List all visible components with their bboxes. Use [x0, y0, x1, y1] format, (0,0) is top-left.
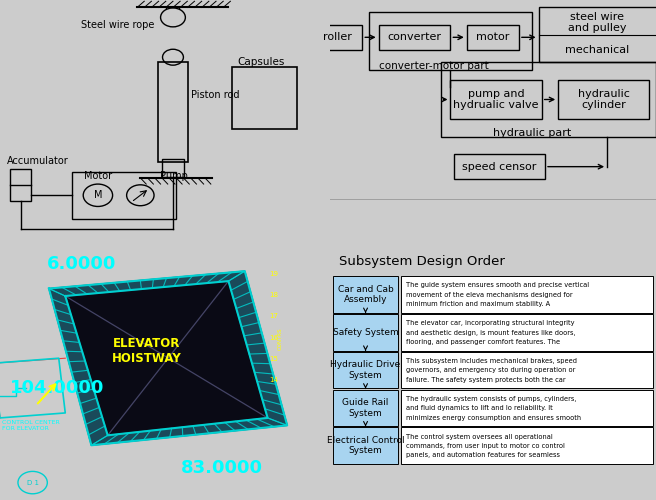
Text: D 1: D 1 — [27, 480, 39, 486]
Text: converter-motor part: converter-motor part — [379, 61, 489, 71]
Text: hydraulic
cylinder: hydraulic cylinder — [578, 88, 630, 110]
Text: Guide Rail
System: Guide Rail System — [342, 398, 389, 417]
Bar — [539, 8, 656, 62]
Text: The guide system ensures smooth and precise vertical: The guide system ensures smooth and prec… — [406, 282, 590, 288]
Text: movement of the eleva mechanisms designed for: movement of the eleva mechanisms designe… — [406, 292, 573, 298]
Text: 16: 16 — [269, 334, 278, 340]
Bar — [158, 62, 188, 162]
FancyBboxPatch shape — [401, 352, 653, 389]
Text: commands, from user input to motor co control: commands, from user input to motor co co… — [406, 443, 565, 449]
FancyBboxPatch shape — [333, 390, 398, 426]
Text: Motor: Motor — [84, 171, 112, 181]
Text: 18: 18 — [269, 292, 278, 298]
Text: steel wire
and pulley: steel wire and pulley — [568, 12, 626, 33]
Text: Pump: Pump — [160, 171, 188, 181]
Text: Hydraulic Drive
System: Hydraulic Drive System — [331, 360, 401, 380]
FancyBboxPatch shape — [333, 428, 398, 464]
Bar — [558, 80, 649, 120]
Text: Steel wire rope: Steel wire rope — [81, 20, 154, 30]
Text: minimizes energy consumption and ensures smooth: minimizes energy consumption and ensures… — [406, 414, 581, 420]
FancyBboxPatch shape — [333, 314, 398, 350]
FancyBboxPatch shape — [401, 276, 653, 312]
Polygon shape — [91, 418, 287, 446]
Text: 104.0000: 104.0000 — [10, 379, 104, 397]
Polygon shape — [228, 271, 287, 426]
Text: This subsystem includes mechanical brakes, speed: This subsystem includes mechanical brake… — [406, 358, 577, 364]
Text: The elevator car, incorporating structural integrity: The elevator car, incorporating structur… — [406, 320, 575, 326]
Text: Car and Cab
Assembly: Car and Cab Assembly — [338, 284, 394, 304]
Bar — [454, 154, 545, 179]
Bar — [161, 159, 184, 176]
Bar — [379, 25, 451, 50]
Text: 15: 15 — [269, 356, 278, 362]
FancyBboxPatch shape — [401, 390, 653, 426]
Text: The hydraulic system consists of pumps, cylinders,: The hydraulic system consists of pumps, … — [406, 396, 577, 402]
Text: converter: converter — [388, 32, 441, 42]
Polygon shape — [49, 288, 108, 446]
Text: Electrical Control
System: Electrical Control System — [327, 436, 404, 456]
Text: roller: roller — [323, 32, 352, 42]
Bar — [232, 67, 297, 130]
Text: ELEVATOR
HOISTWAY: ELEVATOR HOISTWAY — [112, 337, 182, 365]
Text: panels, and automation features for seamless: panels, and automation features for seam… — [406, 452, 560, 458]
Text: Capsules: Capsules — [237, 57, 285, 67]
FancyBboxPatch shape — [333, 352, 398, 389]
Bar — [10, 169, 31, 202]
Text: 6.0000: 6.0000 — [47, 254, 116, 272]
Text: mechanical: mechanical — [565, 45, 629, 54]
Text: CONTRS: CONTRS — [278, 327, 283, 349]
Text: M: M — [94, 190, 102, 200]
Bar — [466, 25, 519, 50]
Text: and fluid dynamics to lift and lo reliability. It: and fluid dynamics to lift and lo reliab… — [406, 405, 553, 411]
Text: and aesthetic design, is mount features like doors,: and aesthetic design, is mount features … — [406, 330, 576, 336]
Text: The control system oversees all operational: The control system oversees all operatio… — [406, 434, 553, 440]
Polygon shape — [66, 281, 268, 436]
Text: Piston rod: Piston rod — [191, 90, 239, 100]
Text: Subsystem Design Order: Subsystem Design Order — [339, 254, 505, 268]
Text: CONTROL CENTER
FOR ELEVATOR: CONTROL CENTER FOR ELEVATOR — [1, 420, 60, 431]
Bar — [451, 80, 542, 120]
Polygon shape — [49, 271, 245, 296]
Text: governors, and emergency sto during operation or: governors, and emergency sto during oper… — [406, 368, 576, 374]
Text: failure. The safety system protects both the car: failure. The safety system protects both… — [406, 377, 566, 383]
Text: Safety System: Safety System — [333, 328, 398, 336]
Text: flooring, and passenger comfort features. The: flooring, and passenger comfort features… — [406, 339, 560, 345]
FancyBboxPatch shape — [401, 314, 653, 350]
Text: 83.0000: 83.0000 — [181, 458, 263, 476]
FancyBboxPatch shape — [401, 428, 653, 464]
Text: Accumulator: Accumulator — [7, 156, 68, 166]
FancyBboxPatch shape — [333, 276, 398, 312]
Text: speed censor: speed censor — [462, 162, 537, 172]
Text: 17: 17 — [269, 314, 278, 320]
Text: minimum friction and maximum stability. A: minimum friction and maximum stability. … — [406, 301, 550, 307]
Bar — [314, 25, 362, 50]
Text: pump and
hydrualic valve: pump and hydrualic valve — [453, 88, 539, 110]
Bar — [72, 172, 176, 219]
Bar — [441, 62, 656, 137]
Bar — [369, 12, 532, 70]
Text: motor: motor — [476, 32, 510, 42]
Text: hydraulic part: hydraulic part — [493, 128, 571, 138]
Text: 14: 14 — [269, 377, 278, 383]
Text: 19: 19 — [269, 271, 278, 277]
